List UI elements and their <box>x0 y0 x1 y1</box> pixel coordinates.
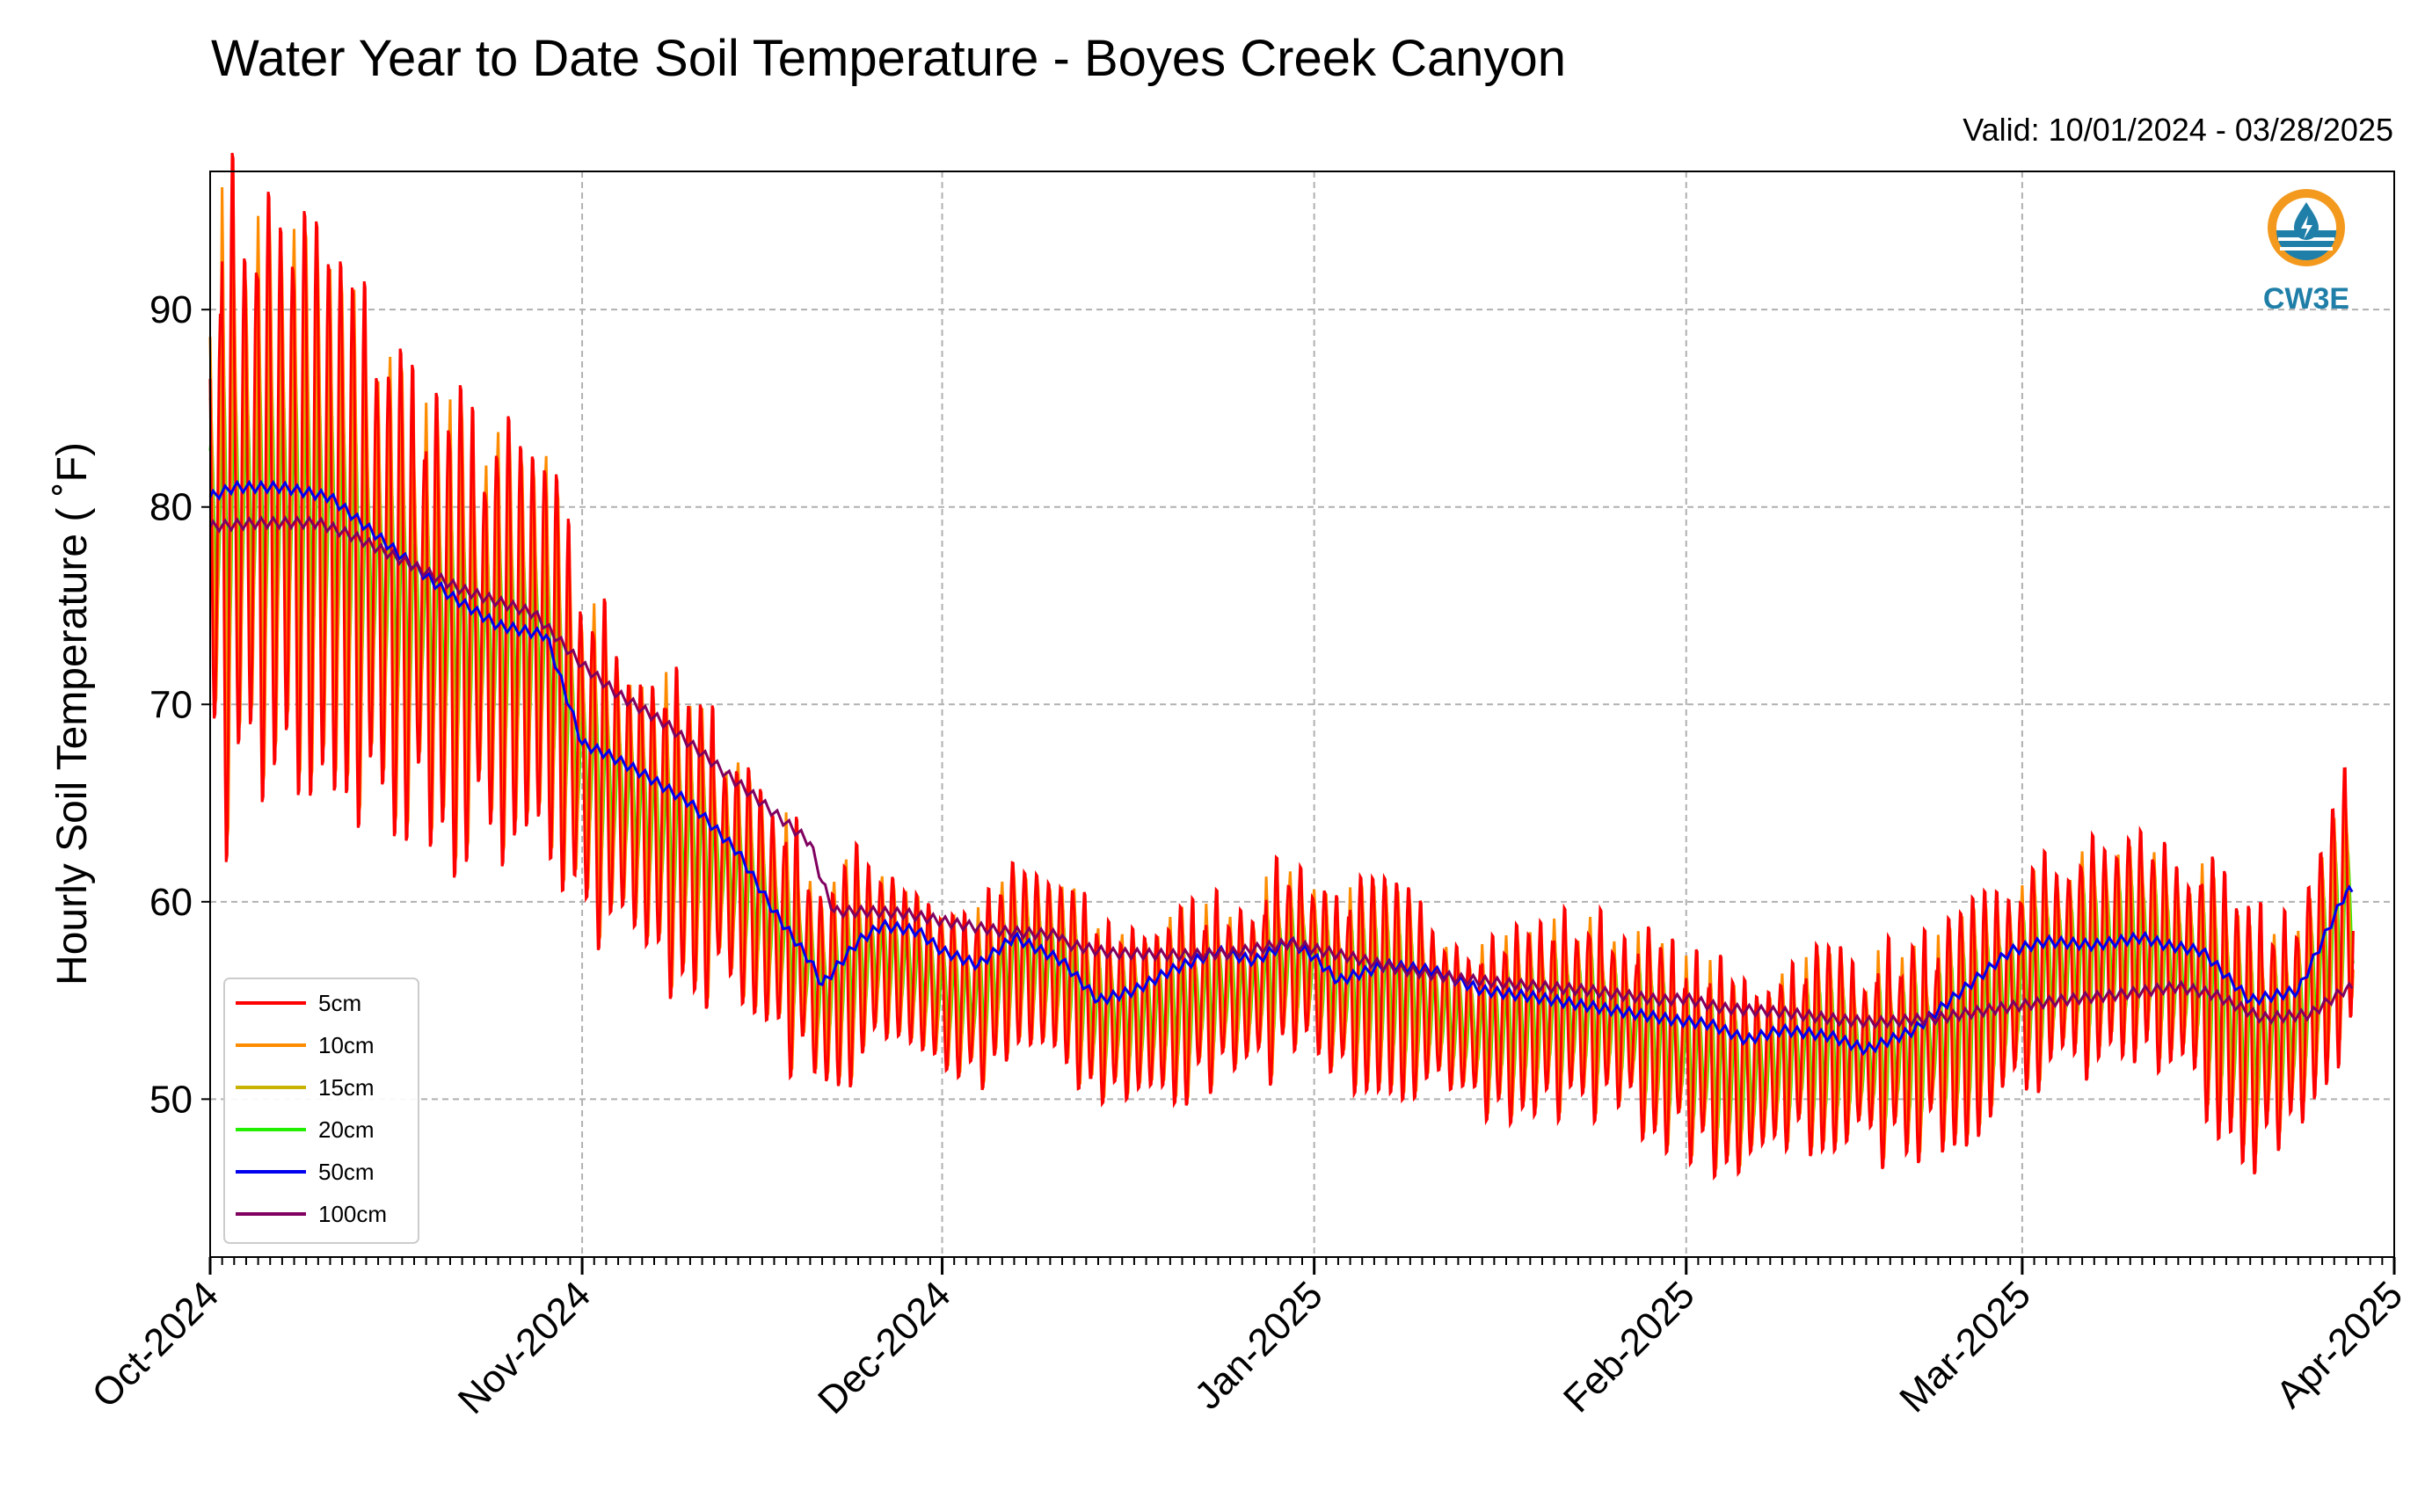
x-tick-label: Jan-2025 <box>1186 1273 1330 1417</box>
cw3e-logo: CW3E <box>2263 189 2349 316</box>
y-axis-label: Hourly Soil Temperature ( ˚F) <box>49 442 96 985</box>
series-line-5cm <box>208 152 2355 1181</box>
y-axis-ticks: 50 60 70 80 90 <box>149 288 210 1121</box>
cw3e-logo-text: CW3E <box>2263 282 2349 316</box>
x-tick-label: Apr-2025 <box>2268 1273 2411 1416</box>
legend-label-20cm: 20cm <box>318 1116 375 1143</box>
x-tick-label: Nov-2024 <box>450 1273 600 1422</box>
legend-label-5cm: 5cm <box>318 990 361 1016</box>
series-line-100cm <box>208 515 2354 1030</box>
y-tick-label: 70 <box>149 683 193 726</box>
chart-subtitle: Valid: 10/01/2024 - 03/28/2025 <box>1963 112 2393 148</box>
y-tick-label: 50 <box>149 1078 193 1121</box>
y-tick-label: 90 <box>149 288 193 331</box>
x-axis-ticks: Oct-2024 Nov-2024 Dec-2024 Jan-2025 Feb-2025… <box>84 1257 2411 1422</box>
x-tick-label: Feb-2025 <box>1555 1273 1703 1421</box>
legend-label-10cm: 10cm <box>318 1032 375 1058</box>
legend: 5cm 10cm 15cm 20cm 50cm 100cm <box>223 978 419 1244</box>
y-tick-label: 60 <box>149 881 193 924</box>
chart-title: Water Year to Date Soil Temperature - Bo… <box>211 30 1566 87</box>
x-tick-label: Oct-2024 <box>84 1273 227 1416</box>
y-tick-label: 80 <box>149 486 193 529</box>
cw3e-logo-emblem-icon <box>2268 189 2345 266</box>
legend-label-50cm: 50cm <box>318 1159 375 1185</box>
legend-label-15cm: 15cm <box>318 1074 375 1101</box>
x-minor-ticks <box>209 1257 2395 1265</box>
data-series-lines <box>208 152 2355 1181</box>
x-tick-label: Dec-2024 <box>810 1273 959 1422</box>
legend-label-100cm: 100cm <box>318 1201 387 1227</box>
x-tick-label: Mar-2025 <box>1891 1273 2039 1421</box>
